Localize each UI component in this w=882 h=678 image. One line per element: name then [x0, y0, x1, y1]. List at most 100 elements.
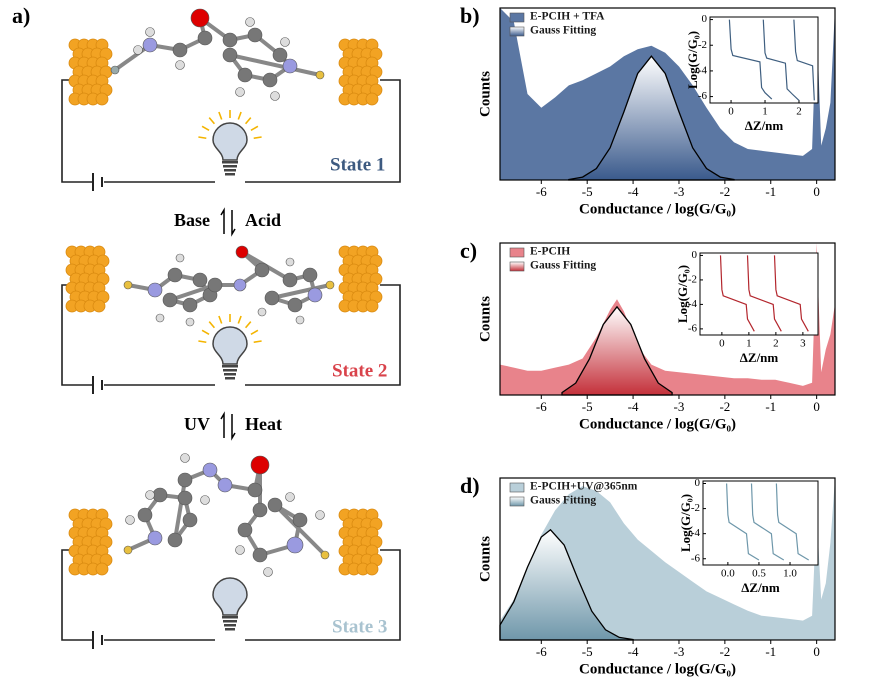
bulb-base: [223, 620, 237, 623]
atom: [175, 253, 185, 263]
x-tick-label: -5: [582, 644, 593, 659]
x-tick-label: -1: [765, 399, 776, 414]
x-tick-label: -4: [628, 644, 639, 659]
bulb-ray: [198, 340, 207, 344]
bulb: [212, 326, 248, 365]
atom: [235, 245, 249, 259]
legend-swatch: [509, 12, 525, 23]
bond: [271, 283, 331, 300]
atom: [267, 497, 283, 513]
x-axis-label: Conductance / log(G/G₀): [579, 661, 736, 677]
inset-x-label: ΔZ/nm: [741, 580, 780, 595]
atom: [287, 297, 303, 313]
atom: [142, 37, 158, 53]
inset-y-label: Log(G/G₀): [675, 265, 690, 323]
inset-x-tick-label: 0: [719, 338, 725, 350]
atom: [125, 515, 135, 525]
inset-x-tick-label: 0: [728, 106, 734, 118]
x-axis-label: Conductance / log(G/G₀): [579, 416, 736, 432]
gold-atom: [92, 299, 106, 313]
gold-atom: [95, 562, 109, 576]
bond: [273, 503, 327, 557]
inset-y-tick-label: -2: [698, 39, 707, 51]
bulb-ray: [201, 329, 210, 335]
histogram: [500, 243, 835, 395]
x-tick-label: -5: [582, 184, 593, 199]
bulb-ray: [198, 136, 207, 140]
x-tick-label: -2: [719, 399, 730, 414]
atom: [282, 272, 298, 288]
atom: [197, 30, 213, 46]
legend-label: Gauss Fitting: [530, 495, 596, 507]
inset-y-tick-label: -2: [691, 502, 700, 514]
x-tick-label: 0: [813, 399, 820, 414]
atom: [123, 280, 133, 290]
inset-trace: [728, 19, 815, 101]
bulb-ray: [208, 117, 216, 125]
atom: [307, 287, 323, 303]
bulb-base: [222, 161, 238, 164]
atom: [167, 532, 183, 548]
gold-atom: [365, 562, 379, 576]
atom: [285, 257, 295, 267]
bulb-base: [222, 365, 238, 368]
atom: [315, 510, 325, 520]
atom: [263, 567, 273, 577]
atom: [325, 280, 335, 290]
x-tick-label: -4: [628, 399, 639, 414]
bulb-ray: [237, 315, 242, 324]
bulb-ray: [250, 329, 259, 335]
atom: [192, 272, 208, 288]
atom: [285, 492, 295, 502]
atom: [155, 313, 165, 323]
atom: [177, 490, 193, 506]
inset-x-tick-label: 1: [762, 106, 768, 118]
bulb-ray: [218, 111, 223, 120]
x-tick-label: -6: [536, 399, 547, 414]
bulb-ray: [244, 321, 252, 329]
atom: [147, 282, 163, 298]
bulb-base: [223, 165, 237, 168]
inset-y-tick-label: -2: [688, 273, 697, 285]
bulb-base: [225, 377, 235, 380]
inset-y-tick-label: -4: [698, 64, 708, 76]
inset-x-tick-label: 2: [773, 338, 779, 350]
atom: [133, 45, 143, 55]
x-tick-label: -6: [536, 644, 547, 659]
switch-label: Acid: [245, 210, 281, 230]
bulb-base: [225, 173, 235, 176]
y-axis-label: Counts: [477, 296, 493, 342]
atom: [145, 490, 155, 500]
atom: [264, 290, 280, 306]
gauss-fit: [499, 528, 634, 641]
atom: [295, 315, 305, 325]
bulb-ray: [244, 117, 252, 125]
bulb-base: [224, 169, 236, 172]
y-axis-label: Counts: [477, 71, 493, 117]
atom: [233, 278, 247, 292]
atom: [237, 522, 253, 538]
legend-swatch: [509, 261, 525, 272]
bulb-ray: [201, 125, 210, 131]
inset-y-tick-label: 0: [695, 477, 701, 489]
gold-atom: [365, 299, 379, 313]
switch-label: Base: [174, 210, 210, 230]
inset-x-tick-label: 0.0: [721, 568, 735, 580]
inset-y-label: Log(G/G₀): [678, 494, 693, 552]
x-tick-label: -5: [582, 399, 593, 414]
panel-label: b): [460, 3, 480, 28]
inset-x-tick-label: 1: [746, 338, 752, 350]
x-tick-label: -4: [628, 184, 639, 199]
inset-y-tick-label: 0: [702, 13, 708, 25]
x-tick-label: -2: [719, 184, 730, 199]
atom: [175, 60, 185, 70]
bulb-base: [222, 616, 238, 619]
atom: [245, 17, 255, 27]
switch-arrows: [220, 207, 236, 441]
legend-swatch: [509, 247, 525, 258]
bulb: [212, 122, 248, 161]
atom: [254, 262, 270, 278]
atom: [282, 58, 298, 74]
legend-swatch: [509, 26, 525, 37]
atom: [217, 477, 233, 493]
